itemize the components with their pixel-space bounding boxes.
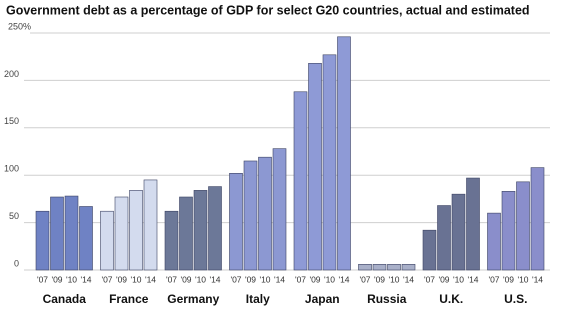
x-tick-label: '14	[209, 274, 220, 284]
x-tick-label: '14	[467, 274, 478, 284]
bar	[208, 186, 222, 271]
x-tick-label: '14	[274, 274, 285, 284]
x-tick-label: '09	[245, 274, 256, 284]
x-tick-label: '09	[51, 274, 62, 284]
bar	[193, 190, 208, 271]
bar	[114, 196, 129, 271]
group-label: U.K.	[439, 292, 463, 306]
bar	[179, 196, 193, 271]
bar	[337, 36, 351, 271]
x-tick-label: '14	[145, 274, 156, 284]
x-tick-label: '07	[488, 274, 499, 284]
bar	[258, 156, 272, 271]
x-tick-label: '07	[166, 274, 177, 284]
x-tick-label: '07	[230, 274, 241, 284]
bar	[422, 229, 437, 271]
y-tick-label: 0	[14, 258, 19, 268]
x-tick-label: '10	[66, 274, 77, 284]
bar	[50, 196, 64, 271]
x-tick-label: '10	[324, 274, 335, 284]
x-tick-label: '14	[338, 274, 349, 284]
y-tick-label: 50	[9, 211, 19, 221]
group-label: U.S.	[504, 292, 527, 306]
bar	[272, 148, 287, 271]
x-tick-label: '10	[130, 274, 141, 284]
bar	[487, 212, 501, 271]
bar	[516, 181, 530, 271]
x-tick-label: '09	[438, 274, 449, 284]
bar	[401, 264, 416, 271]
bar	[322, 54, 337, 271]
bar	[79, 206, 93, 271]
x-tick-label: '14	[532, 274, 543, 284]
bar	[243, 160, 258, 271]
x-tick-label: '09	[309, 274, 320, 284]
bar	[437, 205, 451, 271]
group-label: Italy	[246, 292, 270, 306]
bar	[387, 264, 401, 271]
group-label: Russia	[367, 292, 407, 306]
bar	[358, 264, 372, 271]
bar	[451, 193, 466, 271]
x-tick-label: '09	[180, 274, 191, 284]
x-tick-label: '14	[80, 274, 91, 284]
bar	[129, 190, 143, 271]
y-tick-label: 200	[4, 69, 19, 79]
bar	[466, 177, 480, 271]
x-tick-label: '10	[388, 274, 399, 284]
bar	[372, 264, 387, 271]
y-tick-label: 250%	[8, 21, 31, 31]
x-tick-label: '07	[101, 274, 112, 284]
x-tick-label: '07	[37, 274, 48, 284]
x-tick-label: '07	[295, 274, 306, 284]
x-tick-label: '07	[359, 274, 370, 284]
bar	[100, 210, 114, 271]
bar	[501, 191, 516, 271]
y-tick-label: 150	[4, 116, 19, 126]
bar	[530, 167, 545, 271]
bar	[143, 179, 158, 271]
bar	[229, 173, 243, 271]
bar	[293, 91, 308, 271]
bar	[164, 210, 179, 271]
x-tick-label: '10	[259, 274, 270, 284]
group-label: Japan	[305, 292, 340, 306]
x-tick-label: '09	[374, 274, 385, 284]
group-label: Germany	[167, 292, 219, 306]
bar	[64, 195, 79, 271]
x-tick-label: '10	[195, 274, 206, 284]
bar	[35, 210, 50, 271]
x-tick-label: '09	[503, 274, 514, 284]
x-tick-label: '09	[116, 274, 127, 284]
x-tick-label: '14	[403, 274, 414, 284]
y-tick-label: 100	[4, 164, 19, 174]
group-label: Canada	[43, 292, 87, 306]
group-label: France	[109, 292, 149, 306]
x-tick-label: '10	[517, 274, 528, 284]
x-tick-label: '07	[424, 274, 435, 284]
x-tick-label: '10	[453, 274, 464, 284]
bar	[308, 63, 322, 271]
chart-title: Government debt as a percentage of GDP f…	[6, 3, 530, 17]
